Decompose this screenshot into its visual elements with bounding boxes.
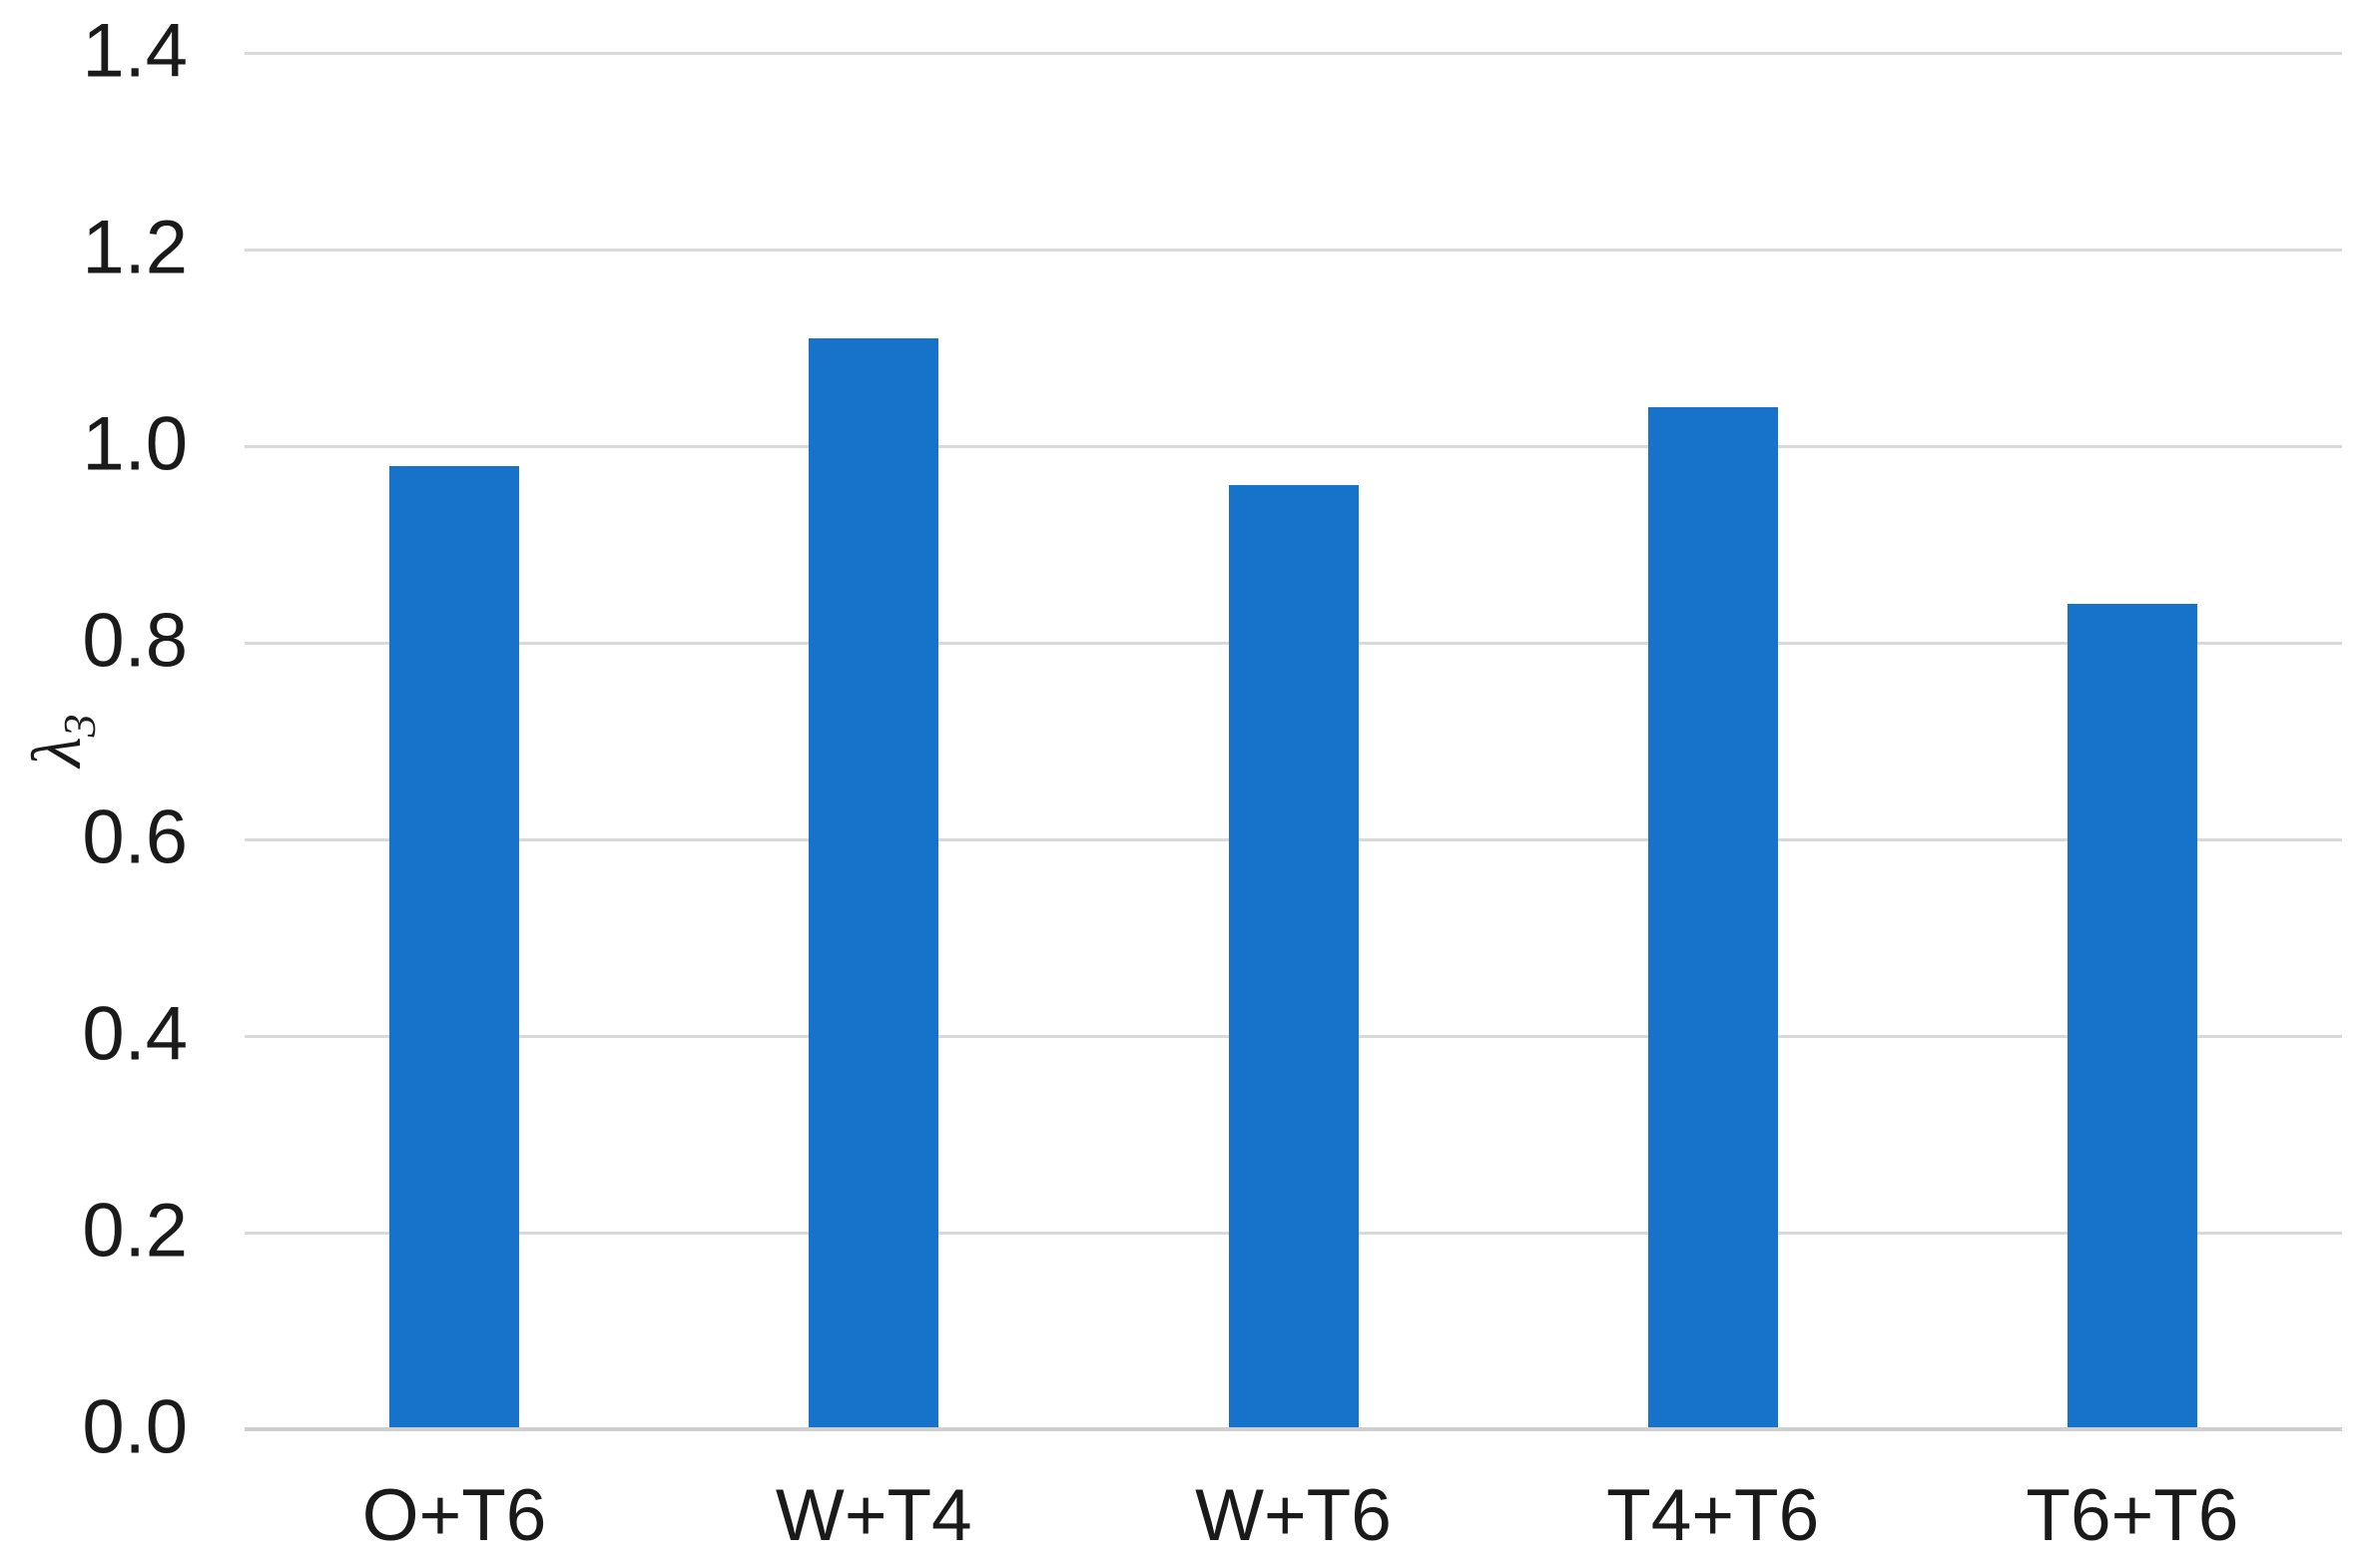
x-axis-label: O+T6 (361, 1475, 547, 1556)
y-tick-label: 0.8 (82, 598, 188, 684)
y-tick-label: 0.0 (82, 1384, 188, 1470)
y-tick-label: 1.0 (82, 401, 188, 487)
gridline (245, 51, 2342, 55)
x-axis-label: W+T4 (775, 1475, 972, 1556)
bar-T6+T6 (2067, 603, 2197, 1429)
x-axis-line (245, 1427, 2342, 1431)
bar-W+T4 (809, 337, 939, 1429)
y-tick-label: 0.2 (82, 1188, 188, 1274)
bar-O+T6 (389, 465, 520, 1429)
x-axis-label: T4+T6 (1606, 1475, 1820, 1556)
gridline (245, 444, 2342, 448)
y-axis-label-subscript: 3 (54, 714, 105, 738)
y-axis-label-symbol: λ (19, 737, 96, 768)
y-tick-label: 0.4 (82, 991, 188, 1077)
y-tick-label: 1.4 (82, 8, 188, 94)
bar-T4+T6 (1647, 406, 1778, 1429)
y-axis-label: λ3 (19, 714, 105, 767)
x-axis-label: W+T6 (1195, 1475, 1392, 1556)
y-tick-label: 1.2 (82, 205, 188, 290)
gridline (245, 248, 2342, 252)
y-tick-label: 0.6 (82, 794, 188, 880)
bar-W+T6 (1228, 485, 1359, 1429)
x-axis-label: T6+T6 (2026, 1475, 2239, 1556)
